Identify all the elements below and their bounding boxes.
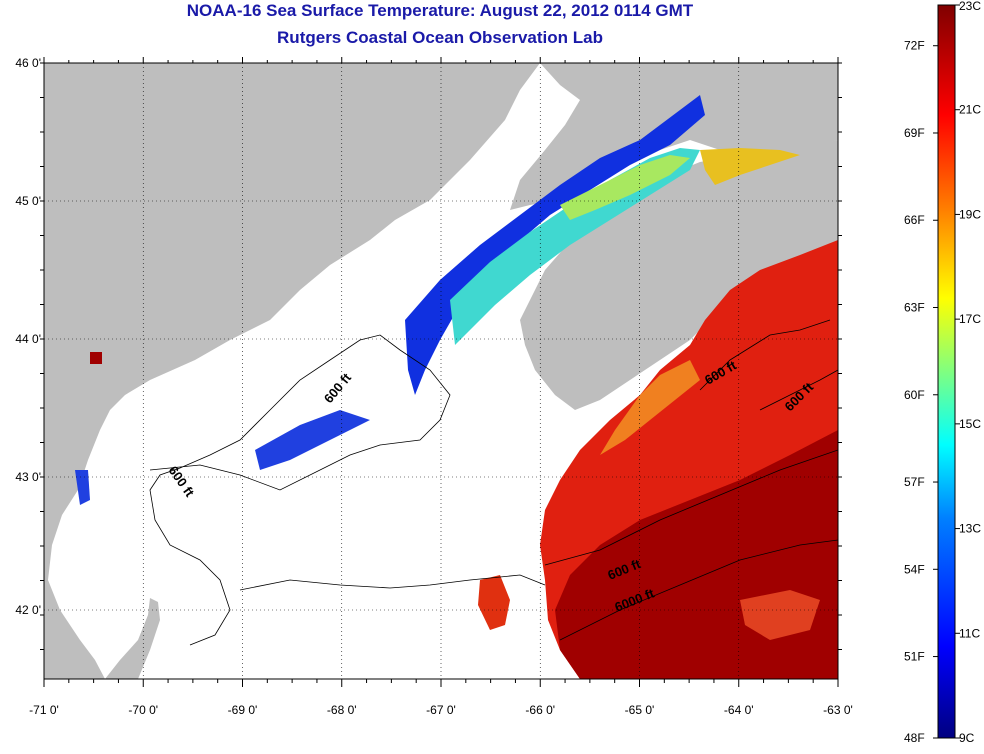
sst-patch-south-2 bbox=[740, 590, 820, 640]
lat-tick-label: 43 0' bbox=[15, 470, 41, 484]
contour-600ft-georges bbox=[239, 574, 546, 591]
colorbar-fahrenheit-label: 57F bbox=[904, 475, 925, 489]
sst-mid-band bbox=[560, 155, 690, 220]
map-title: NOAA-16 Sea Surface Temperature: August … bbox=[186, 1, 694, 20]
colorbar-fahrenheit-label: 51F bbox=[904, 650, 925, 664]
land-new-england bbox=[44, 63, 540, 679]
contour-600ft-gulf bbox=[149, 334, 451, 646]
contour-600ft-shelf bbox=[544, 449, 838, 566]
sst-patch-west-2 bbox=[75, 470, 90, 505]
contour-6000ft bbox=[559, 539, 838, 641]
bathymetry-contours bbox=[149, 319, 838, 646]
colorbar-fahrenheit-label: 54F bbox=[904, 562, 925, 576]
lon-tick-label: -71 0' bbox=[29, 703, 59, 717]
colorbar-celsius-label: 15C bbox=[959, 417, 981, 431]
colorbar-fahrenheit-label: 72F bbox=[904, 39, 925, 53]
colorbar-celsius-label: 9C bbox=[959, 731, 975, 745]
lon-tick-label: -68 0' bbox=[327, 703, 357, 717]
colorbar-fahrenheit-label: 60F bbox=[904, 388, 925, 402]
sst-warm-orange-edge bbox=[600, 360, 700, 455]
colorbar-scale bbox=[937, 4, 956, 739]
contour-600ft-scotian bbox=[699, 319, 831, 391]
lon-tick-label: -65 0' bbox=[625, 703, 655, 717]
colorbar-fahrenheit-label: 69F bbox=[904, 126, 925, 140]
lon-tick-label: -69 0' bbox=[228, 703, 258, 717]
colorbar-fahrenheit-label: 48F bbox=[904, 731, 925, 745]
graticule bbox=[44, 63, 838, 679]
colorbar-celsius-label: 11C bbox=[959, 626, 980, 640]
map-subtitle: Rutgers Coastal Ocean Observation Lab bbox=[277, 28, 603, 47]
colorbar-celsius-label: 13C bbox=[959, 522, 981, 536]
lon-tick-label: -66 0' bbox=[525, 703, 555, 717]
sst-patch-island bbox=[90, 352, 102, 364]
lat-tick-label: 45 0' bbox=[15, 194, 41, 208]
sst-patch-west-1 bbox=[255, 410, 370, 470]
colorbar-celsius-label: 17C bbox=[959, 312, 981, 326]
sst-cool-band bbox=[450, 148, 700, 345]
land-nova-scotia bbox=[520, 140, 838, 410]
lon-tick-label: -63 0' bbox=[823, 703, 853, 717]
contour-600ft-scotian-2 bbox=[759, 369, 838, 411]
lon-tick-label: -67 0' bbox=[426, 703, 456, 717]
colorbar-celsius-label: 19C bbox=[959, 207, 981, 221]
sst-fundy-head bbox=[700, 148, 800, 185]
lat-tick-label: 46 0' bbox=[15, 56, 41, 70]
lon-tick-label: -70 0' bbox=[128, 703, 158, 717]
lat-tick-label: 44 0' bbox=[15, 332, 41, 346]
lon-tick-labels: -71 0' -70 0' -69 0' -68 0' -67 0' -66 0' -65 … bbox=[29, 703, 853, 717]
sst-patch-south bbox=[478, 575, 510, 630]
colorbar-fahrenheit-label: 66F bbox=[904, 213, 925, 227]
colorbar-celsius-label: 21C bbox=[959, 103, 981, 117]
colorbar-celsius-labels: 23C 21C 19C 17C 15C 13C 11C 9C bbox=[955, 0, 981, 745]
land-cape-cod bbox=[105, 598, 160, 679]
lon-tick-label: -64 0' bbox=[724, 703, 754, 717]
lat-tick-labels: 46 0' 45 0' 44 0' 43 0' 42 0' bbox=[15, 56, 41, 617]
map-panel bbox=[44, 63, 838, 679]
lat-tick-label: 42 0' bbox=[15, 603, 41, 617]
colorbar-celsius-label: 23C bbox=[959, 0, 981, 13]
sst-cold-band bbox=[405, 95, 705, 395]
colorbar-fahrenheit-labels: 72F 69F 66F 63F 60F 57F 54F 51F 48F bbox=[904, 39, 938, 745]
colorbar-fahrenheit-label: 63F bbox=[904, 301, 925, 315]
